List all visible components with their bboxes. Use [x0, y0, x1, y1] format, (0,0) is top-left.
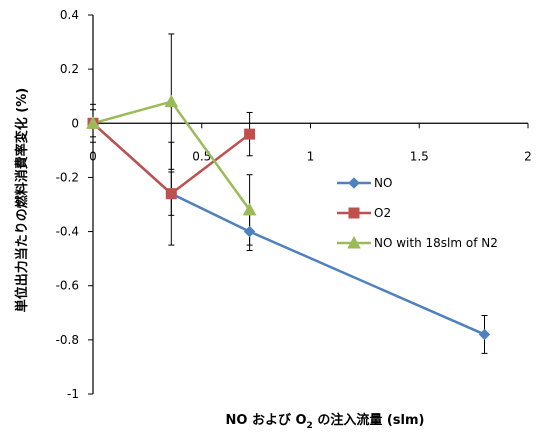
y-axis-title: 単位出力当たりの燃料消費率変化 (%) [14, 88, 30, 312]
data-point-o2 [165, 188, 177, 200]
x-axis-title-main: NO および O [226, 413, 307, 428]
series-markers [86, 94, 491, 341]
x-tick-label: 0.5 [192, 149, 211, 163]
y-tick-label: -0.8 [56, 333, 79, 347]
x-tick-label: 0 [89, 149, 97, 163]
x-tick-label: 1 [307, 149, 315, 163]
data-point-no [243, 225, 256, 238]
legend-label-no-with-18slm-of-n2: NO with 18slm of N2 [374, 236, 498, 250]
legend: NO O2 NO with 18slm of N2 [337, 176, 498, 250]
error-bars [90, 33, 488, 354]
y-tick-label: -1 [67, 387, 79, 401]
data-point-no-with-18slm-of-n2 [164, 94, 179, 108]
axes: 0.4 0.2 0 -0.2 -0.4 -0.6 -0.8 -1 0 0.5 1 1.5 2 [56, 8, 532, 401]
x-axis-title-subscript: 2 [307, 421, 313, 431]
legend-marker-o2 [348, 207, 360, 219]
legend-marker-no [348, 177, 360, 189]
data-point-no-with-18slm-of-n2 [86, 116, 100, 129]
y-tick-label: -0.4 [56, 225, 79, 239]
data-point-no [478, 328, 491, 341]
y-tick-label: 0.4 [60, 8, 79, 22]
y-tick-label: 0.2 [60, 62, 79, 76]
x-tick-label: 1.5 [410, 149, 429, 163]
y-tick-label: -0.2 [56, 170, 79, 184]
x-axis-title-rest: の注入流量 (slm) [313, 412, 425, 428]
series-lines [92, 100, 486, 336]
legend-label-o2: O2 [374, 206, 391, 220]
y-tick-label: -0.6 [56, 279, 79, 293]
y-tick-label: 0 [71, 116, 79, 130]
data-point-no-with-18slm-of-n2 [242, 202, 257, 216]
x-axis-title: NO および O2 の注入流量 (slm) [226, 412, 425, 431]
x-tick-label: 2 [524, 149, 532, 163]
data-point-o2 [244, 128, 256, 140]
legend-label-no: NO [374, 176, 392, 190]
legend-marker-no-with-18slm-of-n2 [347, 235, 361, 249]
